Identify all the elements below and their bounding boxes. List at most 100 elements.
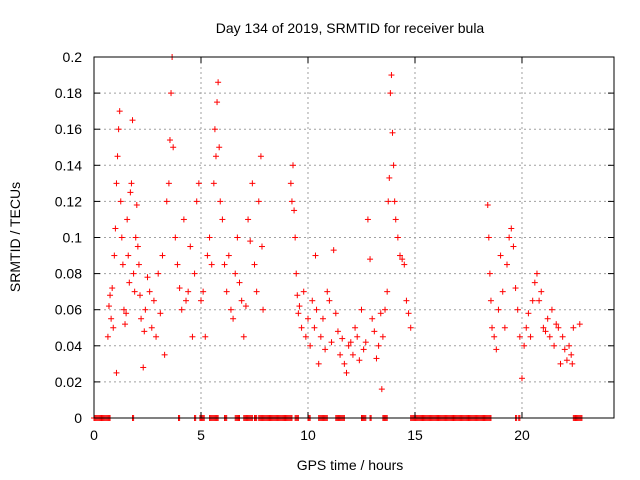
data-point xyxy=(113,369,120,376)
data-point xyxy=(373,355,380,362)
data-point xyxy=(129,117,136,124)
data-point xyxy=(311,324,318,331)
data-point xyxy=(521,342,528,349)
data-point xyxy=(569,360,576,367)
x-tick-label: 5 xyxy=(197,427,205,443)
data-point xyxy=(497,252,504,259)
data-point xyxy=(255,198,262,205)
data-point xyxy=(138,315,145,322)
data-point xyxy=(159,252,166,259)
data-point xyxy=(378,386,385,393)
data-point xyxy=(484,202,491,209)
data-point xyxy=(187,243,194,250)
data-point xyxy=(385,198,392,205)
data-point xyxy=(392,216,399,223)
data-point xyxy=(349,351,356,358)
data-point xyxy=(111,252,118,259)
data-point xyxy=(217,198,224,205)
data-point xyxy=(131,288,138,295)
data-point xyxy=(134,243,141,250)
data-point xyxy=(390,162,397,169)
data-point xyxy=(356,357,363,364)
data-point xyxy=(119,261,126,268)
data-point xyxy=(382,306,389,313)
data-point xyxy=(168,90,175,97)
data-point xyxy=(294,292,301,299)
data-point xyxy=(328,339,335,346)
data-point xyxy=(122,321,129,328)
data-point xyxy=(191,270,198,277)
data-point xyxy=(324,288,331,295)
chart-title: Day 134 of 2019, SRMTID for receiver bul… xyxy=(216,20,485,36)
data-point xyxy=(166,137,173,144)
data-point xyxy=(227,306,234,313)
data-point xyxy=(234,234,241,241)
data-point xyxy=(540,324,547,331)
data-point xyxy=(110,324,117,331)
data-point xyxy=(504,261,511,268)
data-point xyxy=(345,342,352,349)
data-point xyxy=(548,306,555,313)
data-point xyxy=(298,324,305,331)
data-point xyxy=(527,333,534,340)
data-point xyxy=(161,351,168,358)
data-point xyxy=(523,324,530,331)
data-point xyxy=(531,279,538,286)
data-point xyxy=(225,252,232,259)
data-point xyxy=(176,285,183,292)
data-point xyxy=(514,306,521,313)
data-point xyxy=(557,360,564,367)
data-point xyxy=(140,364,147,371)
data-point xyxy=(232,270,239,277)
data-point xyxy=(117,198,124,205)
data-point xyxy=(178,306,185,313)
data-point xyxy=(288,198,295,205)
data-point xyxy=(116,108,123,115)
data-point xyxy=(127,189,134,196)
y-tick-label: 0.06 xyxy=(55,302,82,318)
data-point xyxy=(334,328,341,335)
y-tick-label: 0.1 xyxy=(63,230,83,246)
data-point xyxy=(141,328,148,335)
data-point xyxy=(142,306,149,313)
data-point xyxy=(405,310,412,317)
data-point xyxy=(360,346,367,353)
data-point xyxy=(109,285,116,292)
data-point xyxy=(330,247,337,254)
data-point xyxy=(401,261,408,268)
data-point xyxy=(216,144,223,151)
y-tick-label: 0.18 xyxy=(55,85,82,101)
data-point xyxy=(214,99,221,106)
y-tick-label: 0.08 xyxy=(55,266,82,282)
data-point xyxy=(125,252,132,259)
x-tick-label: 20 xyxy=(514,427,530,443)
data-point xyxy=(202,333,209,340)
data-point xyxy=(516,333,523,340)
data-point xyxy=(208,261,215,268)
data-point xyxy=(104,333,111,340)
data-point xyxy=(566,342,573,349)
y-tick-label: 0.16 xyxy=(55,121,82,137)
data-point xyxy=(525,310,532,317)
data-point xyxy=(135,261,142,268)
data-point xyxy=(204,252,211,259)
data-point xyxy=(485,234,492,241)
data-point xyxy=(165,180,172,187)
data-point xyxy=(215,79,222,86)
data-point xyxy=(128,180,135,187)
data-point xyxy=(533,270,540,277)
data-point xyxy=(322,346,329,353)
data-point xyxy=(563,357,570,364)
data-point xyxy=(123,310,130,317)
data-point xyxy=(251,261,258,268)
data-point xyxy=(211,126,218,133)
data-point xyxy=(105,303,112,310)
data-point xyxy=(529,297,536,304)
data-point xyxy=(257,153,264,160)
data-point xyxy=(107,292,114,299)
data-point xyxy=(304,315,311,322)
data-point xyxy=(510,243,517,250)
data-point xyxy=(570,324,577,331)
y-tick-label: 0.04 xyxy=(55,338,82,354)
data-point xyxy=(148,324,155,331)
